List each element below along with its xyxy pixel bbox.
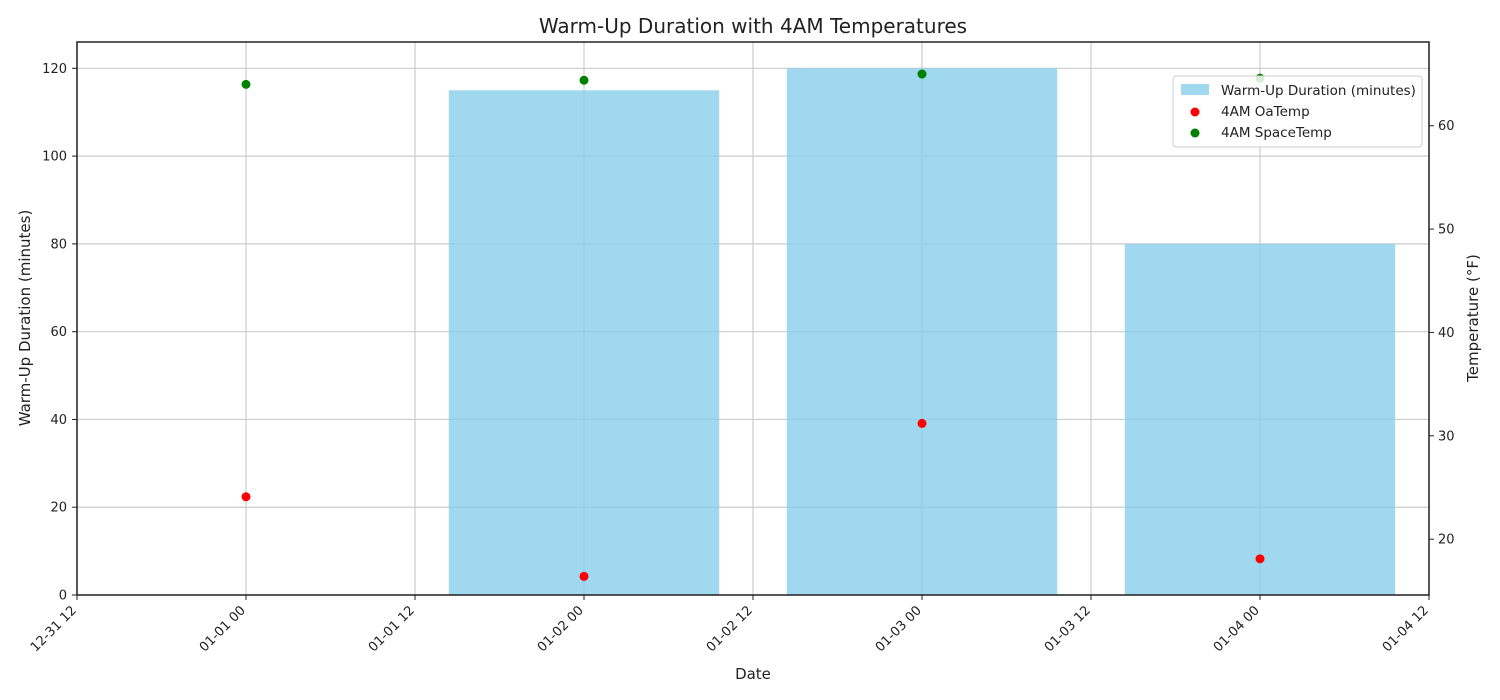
x-tick-label: 01-01 12	[366, 603, 418, 655]
legend-label-spacetemp: 4AM SpaceTemp	[1221, 125, 1332, 141]
point-spacetemp	[579, 75, 589, 85]
legend-label-oatemp: 4AM OaTemp	[1221, 104, 1310, 120]
bars	[448, 68, 1396, 596]
bar-warmup-duration	[448, 90, 720, 596]
y-tick-label: 20	[50, 501, 67, 516]
x-tick-label: 01-03 00	[873, 603, 925, 655]
x-tick-label: 01-03 12	[1042, 603, 1094, 655]
y-tick-label: 0	[59, 589, 67, 604]
y-tick-label: 60	[50, 325, 67, 340]
legend: Warm-Up Duration (minutes) 4AM OaTemp 4A…	[1172, 75, 1423, 148]
x-axis: 12-31 12 01-01 00 01-01 12 01-02 00 01-02 12…	[28, 595, 1432, 655]
legend-swatch-bar	[1181, 84, 1209, 95]
y-axis-label: Warm-Up Duration (minutes)	[16, 210, 34, 427]
x-tick-label: 01-04 12	[1380, 603, 1432, 655]
y-axis-left: 0 20 40 60 80 100 120	[42, 62, 77, 604]
y2-tick-label: 40	[1438, 326, 1455, 341]
y2-tick-label: 50	[1438, 223, 1455, 238]
y-tick-label: 80	[50, 237, 67, 252]
x-tick-label: 12-31 12	[28, 603, 80, 655]
y-tick-label: 40	[50, 413, 67, 428]
legend-marker-oatemp	[1190, 107, 1200, 117]
x-tick-label: 01-02 12	[704, 603, 756, 655]
y2-tick-label: 60	[1438, 119, 1455, 134]
y-tick-label: 100	[42, 150, 67, 165]
point-oatemp	[917, 418, 927, 428]
x-axis-label: Date	[735, 665, 771, 683]
point-oatemp	[1255, 554, 1265, 564]
chart-title: Warm-Up Duration with 4AM Temperatures	[539, 14, 967, 38]
y2-tick-label: 20	[1438, 533, 1455, 548]
point-oatemp	[241, 492, 251, 502]
legend-label-warmup: Warm-Up Duration (minutes)	[1221, 83, 1416, 99]
legend-marker-spacetemp	[1190, 128, 1200, 138]
y-axis-right: 20 30 40 50 60	[1429, 119, 1455, 548]
y2-tick-label: 30	[1438, 429, 1455, 444]
x-tick-label: 01-02 00	[535, 603, 587, 655]
point-spacetemp	[241, 79, 251, 89]
bar-warmup-duration	[1124, 243, 1396, 595]
bar-warmup-duration	[786, 68, 1058, 596]
point-spacetemp	[917, 69, 927, 79]
y-tick-label: 120	[42, 62, 67, 77]
legend-box	[1172, 75, 1423, 148]
x-tick-label: 01-01 00	[197, 603, 249, 655]
x-tick-label: 01-04 00	[1211, 603, 1263, 655]
y2-axis-label: Temperature (°F)	[1464, 254, 1482, 383]
point-oatemp	[579, 571, 589, 581]
